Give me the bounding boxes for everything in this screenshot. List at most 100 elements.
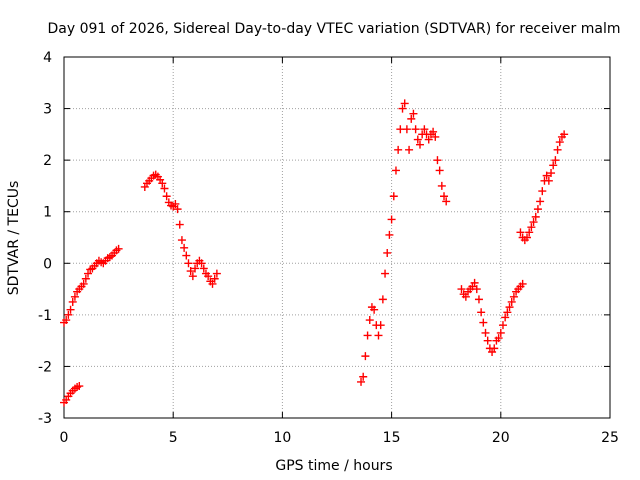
data-point (114, 244, 123, 253)
data-point (357, 377, 366, 386)
data-point (361, 352, 370, 361)
data-point (208, 279, 217, 288)
data-point (483, 336, 492, 345)
y-tick-label: -3 (38, 411, 52, 427)
data-point (435, 166, 444, 175)
data-point (398, 104, 407, 113)
x-tick-label: 25 (601, 430, 619, 446)
data-point (158, 179, 167, 188)
data-point (402, 125, 411, 134)
data-point (64, 310, 73, 319)
data-point (440, 192, 449, 201)
data-point (470, 278, 479, 287)
data-point (505, 303, 514, 312)
data-point (162, 192, 171, 201)
data-point (197, 259, 206, 268)
data-point (415, 140, 424, 149)
y-tick-label: -2 (38, 359, 52, 375)
data-point (461, 292, 470, 301)
data-point (555, 138, 564, 147)
data-point (560, 130, 569, 139)
data-point (527, 223, 536, 232)
data-point (437, 181, 446, 190)
data-point (474, 295, 483, 304)
data-point (442, 197, 451, 206)
data-point (457, 285, 466, 294)
data-point (523, 233, 532, 242)
x-tick-label: 10 (273, 430, 291, 446)
data-point (413, 135, 422, 144)
data-point (184, 259, 193, 268)
x-tick-label: 5 (169, 430, 178, 446)
data-point (553, 145, 562, 154)
data-point (481, 328, 490, 337)
data-point (400, 99, 409, 108)
data-point (180, 243, 189, 252)
y-tick-label: 0 (43, 256, 52, 272)
data-point (160, 184, 169, 193)
y-tick-label: -1 (38, 308, 52, 324)
data-point (365, 316, 374, 325)
data-point (411, 125, 420, 134)
data-point (518, 279, 527, 288)
data-point (394, 145, 403, 154)
data-point (547, 169, 556, 178)
data-point (503, 308, 512, 317)
data-point (212, 269, 221, 278)
x-tick-label: 0 (60, 430, 69, 446)
data-point (79, 279, 88, 288)
x-tick-label: 20 (492, 430, 510, 446)
data-point (509, 292, 518, 301)
data-point (199, 264, 208, 273)
x-axis-label: GPS time / hours (275, 458, 392, 474)
data-point (496, 328, 505, 337)
data-point (501, 313, 510, 322)
data-point (210, 274, 219, 283)
data-point (533, 205, 542, 214)
data-point (383, 248, 392, 257)
data-point (387, 215, 396, 224)
data-point (429, 127, 438, 136)
data-point (516, 228, 525, 237)
data-point (477, 308, 486, 317)
data-point (389, 192, 398, 201)
data-point (536, 197, 545, 206)
x-axis-ticks: 0 5 10 15 20 25 (60, 57, 619, 446)
data-point (544, 176, 553, 185)
data-point (431, 132, 440, 141)
plot-frame (63, 56, 611, 419)
grid-lines (64, 57, 610, 418)
data-point (525, 228, 534, 237)
data-point (186, 267, 195, 276)
y-tick-label: 2 (43, 153, 52, 169)
data-point (66, 305, 75, 314)
data-point (507, 297, 516, 306)
y-tick-label: 4 (43, 50, 52, 66)
data-points (60, 99, 569, 407)
data-point (479, 318, 488, 327)
data-point (171, 199, 180, 208)
data-point (531, 212, 540, 221)
data-point (405, 145, 414, 154)
data-point (374, 331, 383, 340)
data-point (433, 156, 442, 165)
y-tick-label: 3 (43, 102, 52, 118)
data-point (472, 285, 481, 294)
data-point (494, 334, 503, 343)
data-point (542, 171, 551, 180)
data-point (62, 316, 71, 325)
data-point (359, 372, 368, 381)
data-point (385, 230, 394, 239)
data-point (363, 331, 372, 340)
data-point (173, 205, 182, 214)
data-point (191, 264, 200, 273)
chart-title: Day 091 of 2026, Sidereal Day-to-day VTE… (48, 21, 621, 37)
data-point (376, 321, 385, 330)
data-point (529, 218, 538, 227)
data-point (68, 297, 77, 306)
y-tick-label: 1 (43, 205, 52, 221)
data-point (378, 295, 387, 304)
data-point (81, 274, 90, 283)
data-point (70, 292, 79, 301)
